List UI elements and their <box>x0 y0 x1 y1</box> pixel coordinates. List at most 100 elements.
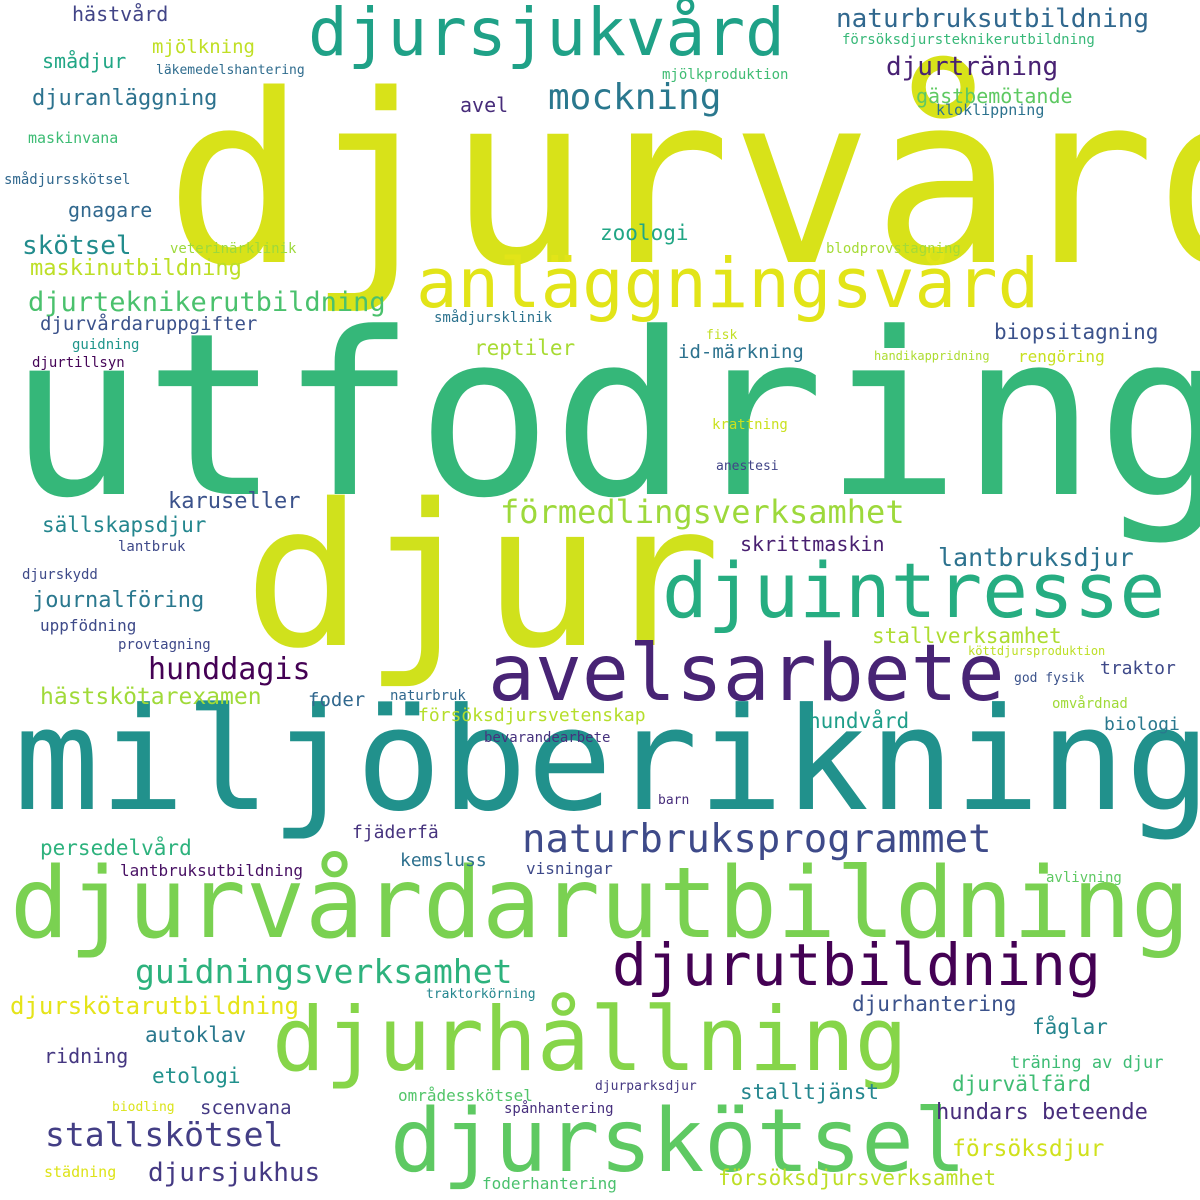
word: stallverksamhet <box>872 624 1062 648</box>
word: kemsluss <box>400 850 487 871</box>
word: biodling <box>112 1100 175 1115</box>
word: biopsitagning <box>994 320 1159 344</box>
word: foderhantering <box>482 1174 617 1193</box>
word: smådjursskötsel <box>4 172 131 188</box>
word: fjäderfä <box>352 822 439 843</box>
word: karuseller <box>168 489 301 514</box>
word: försöksdjursteknikerutbildning <box>842 32 1095 48</box>
word: djurtillsyn <box>32 355 125 371</box>
word: djurteknikerutbildning <box>28 287 386 318</box>
word: hundvård <box>808 709 910 733</box>
word: sällskapsdjur <box>42 513 207 537</box>
word: krattning <box>712 417 788 433</box>
word: persedelvård <box>40 836 192 860</box>
word: djurutbildning <box>612 931 1101 999</box>
word: djurparksdjur <box>595 1079 697 1094</box>
word: djurvård <box>165 45 1200 318</box>
word: djuranläggning <box>32 86 218 111</box>
word: djurhantering <box>852 992 1017 1016</box>
word: traktor <box>1100 658 1176 679</box>
word: spånhantering <box>504 1101 614 1117</box>
word: djurskydd <box>22 567 98 583</box>
word: djursjukhus <box>148 1158 321 1188</box>
word: avlivning <box>1046 870 1122 886</box>
word: stalltjänst <box>740 1080 880 1104</box>
word: djur <box>244 461 721 692</box>
word: bevarandearbete <box>484 730 611 746</box>
word: försöksdjur <box>952 1136 1105 1162</box>
word: fåglar <box>1032 1015 1108 1039</box>
word: djurvälfärd <box>952 1072 1092 1096</box>
word: anestesi <box>716 459 779 474</box>
word: traktorkörning <box>426 987 536 1002</box>
word: försöksdjursverksamhet <box>718 1166 997 1190</box>
word: zoologi <box>600 221 689 245</box>
word: autoklav <box>145 1023 247 1047</box>
word: smådjursklinik <box>434 310 553 326</box>
word: handikappridning <box>874 349 990 363</box>
word: rengöring <box>1018 347 1105 366</box>
word: anläggningsvård <box>416 244 1040 324</box>
word: djurhållning <box>272 988 908 1091</box>
word: läkemedelshantering <box>156 63 305 78</box>
word: maskinutbildning <box>30 256 242 281</box>
word: guidningsverksamhet <box>135 952 513 991</box>
word: scenvana <box>200 1097 292 1119</box>
word: utfodring <box>8 285 1200 548</box>
word: id-märkning <box>678 341 804 363</box>
word: god fysik <box>1014 671 1085 686</box>
word: miljöberikning <box>14 678 1200 843</box>
word: naturbruk <box>390 688 466 704</box>
word: gnagare <box>68 198 153 222</box>
word: förmedlingsverksamhet <box>500 493 905 531</box>
word: journalföring <box>32 588 205 613</box>
word: fisk <box>706 328 738 343</box>
word: stallskötsel <box>45 1115 284 1154</box>
word: mjölkproduktion <box>662 67 789 83</box>
word: djursjukvård <box>308 0 785 71</box>
word: provtagning <box>118 637 211 653</box>
word: lantbruk <box>118 539 186 555</box>
word: mockning <box>548 77 722 118</box>
word: guidning <box>72 337 140 353</box>
word: smådjur <box>42 49 127 73</box>
word: djurträning <box>886 52 1059 82</box>
word: köttdjursproduktion <box>968 644 1106 658</box>
word: områdesskötsel <box>398 1086 533 1105</box>
word: städning <box>44 1163 117 1181</box>
word: avel <box>460 93 509 117</box>
word: etologi <box>152 1064 241 1088</box>
word: hästvård <box>72 2 169 26</box>
word: visningar <box>526 859 613 878</box>
word: djuintresse <box>662 546 1166 635</box>
word: hundars beteende <box>936 1100 1148 1125</box>
word: reptiler <box>474 336 576 360</box>
word: hästskötarexamen <box>40 684 262 710</box>
word: djurskötarutbildning <box>10 992 299 1020</box>
word: djurvårdaruppgifter <box>40 313 258 335</box>
word: uppfödning <box>40 616 137 635</box>
word: naturbruksprogrammet <box>522 817 992 862</box>
word: skötsel <box>22 231 132 261</box>
word: barn <box>658 793 690 808</box>
word: träning av djur <box>1010 1053 1164 1073</box>
word: försöksdjursvetenskap <box>418 705 646 726</box>
word: lantbruksdjur <box>938 543 1134 572</box>
word: naturbruksutbildning <box>836 4 1150 34</box>
word: blodprovstagning <box>826 241 961 257</box>
word: hunddagis <box>148 652 311 687</box>
word: ridning <box>44 1044 129 1068</box>
word: kloklippning <box>936 101 1045 119</box>
word: maskinvana <box>28 129 119 147</box>
word: djurskötsel <box>390 1090 967 1192</box>
word: biologi <box>1104 714 1180 735</box>
word: djurvårdarutbildning <box>10 847 1191 961</box>
word: mjölkning <box>152 36 255 58</box>
word: omvårdnad <box>1052 696 1128 712</box>
word: skrittmaskin <box>740 532 885 556</box>
word: foder <box>308 689 366 711</box>
word: lantbruksutbildning <box>120 861 304 880</box>
word: veterinärklinik <box>170 241 297 257</box>
word: avelsarbete <box>488 629 1005 719</box>
